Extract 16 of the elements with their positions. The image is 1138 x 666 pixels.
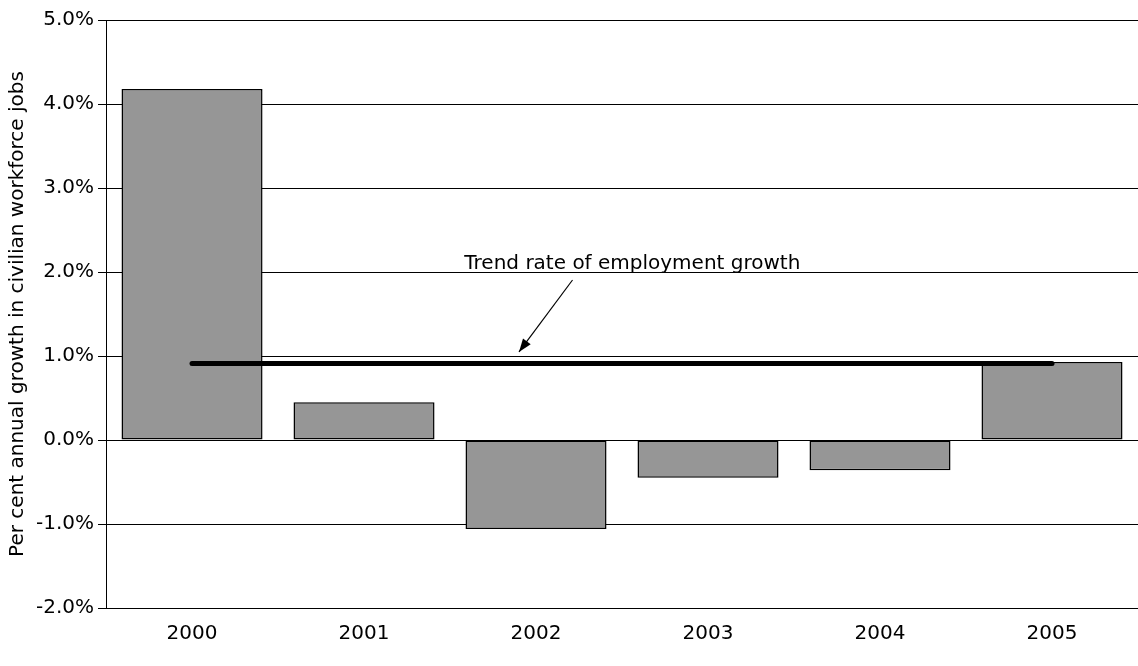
annotation: Trend rate of employment growth [463, 249, 801, 274]
y-axis-title: Per cent annual growth in civilian workforce jobs [4, 71, 29, 557]
y-tick-label: 0.0% [43, 426, 95, 451]
y-tick-label: 4.0% [43, 90, 95, 115]
y-tick-label: -1.0% [36, 510, 95, 535]
y-tick-label: 2.0% [43, 258, 95, 283]
x-tick-label: 2002 [510, 620, 562, 645]
y-tick-label: 3.0% [43, 174, 95, 199]
y-tick-label: -2.0% [36, 594, 95, 619]
x-tick-label: 2003 [682, 620, 734, 645]
y-tick-label: 5.0% [43, 6, 95, 31]
x-tick-label: 2005 [1026, 620, 1078, 645]
y-tick-label: 1.0% [43, 342, 95, 367]
x-tick-label: 2001 [338, 620, 390, 645]
x-tick-label: 2000 [166, 620, 218, 645]
x-tick-label: 2004 [854, 620, 906, 645]
